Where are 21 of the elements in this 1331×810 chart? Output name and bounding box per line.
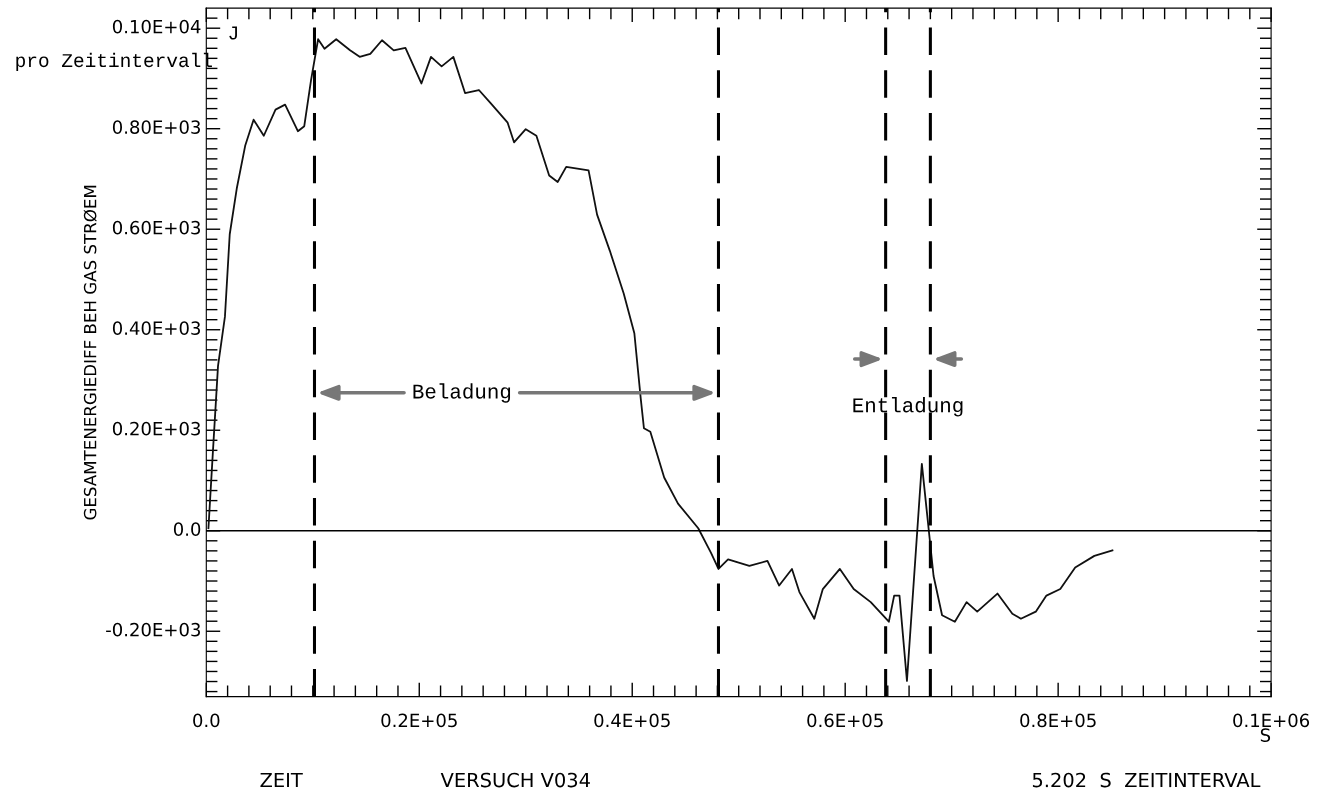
text: ZEIT	[260, 772, 303, 788]
y-tick-label: -0.20E+03	[106, 622, 200, 637]
annotation: J	[229, 26, 237, 40]
x-tick-label: 0.1E+06	[1233, 713, 1310, 728]
y-tick-label: 0.20E+03	[112, 421, 200, 436]
text: 5.202 S ZEITINTERVAL	[1032, 772, 1261, 788]
annotation: Entladung	[853, 397, 963, 417]
y-tick-label: 0.40E+03	[112, 321, 200, 335]
x-tick-label: 0.8E+05	[1020, 713, 1096, 728]
text: VERSUCH V034	[440, 772, 590, 788]
x-tick-label: 0.4E+05	[594, 713, 670, 728]
x-tick-label: 0.6E+05	[807, 713, 883, 728]
x-tick-label: 0.0	[193, 713, 220, 728]
y-tick-label: 0.10E+04	[112, 19, 201, 34]
y-tick-label: 0.80E+03	[112, 120, 200, 134]
y-tick-label: 0.0	[173, 522, 201, 536]
x-axis-title: S	[1260, 728, 1271, 742]
x-tick-label: 0.2E+05	[381, 713, 457, 728]
annotation: Beladung	[413, 383, 511, 403]
y-tick-label: 0.60E+03	[112, 220, 200, 235]
y-axis-title: GESAMTENERGIEDIFF BEH GAS STRØEM	[83, 185, 97, 520]
